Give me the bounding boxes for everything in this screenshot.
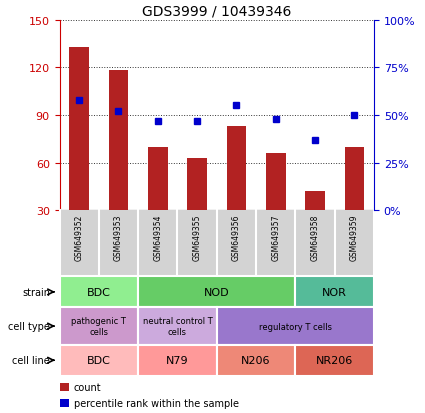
- Bar: [295, 277, 374, 308]
- Text: BDC: BDC: [87, 287, 111, 297]
- Bar: [60, 345, 138, 376]
- Bar: [217, 308, 374, 345]
- Bar: [148, 147, 167, 211]
- Text: GSM649354: GSM649354: [153, 214, 162, 260]
- Text: strain: strain: [22, 287, 50, 297]
- Title: GDS3999 / 10439346: GDS3999 / 10439346: [142, 4, 292, 18]
- Text: GSM649353: GSM649353: [114, 214, 123, 260]
- Bar: [217, 345, 295, 376]
- Bar: [295, 345, 374, 376]
- Bar: [187, 158, 207, 211]
- Text: BDC: BDC: [87, 355, 111, 366]
- Text: NOD: NOD: [204, 287, 230, 297]
- Bar: [60, 277, 138, 308]
- Text: GSM649352: GSM649352: [75, 214, 84, 260]
- Text: percentile rank within the sample: percentile rank within the sample: [74, 398, 239, 408]
- Text: GSM649359: GSM649359: [350, 214, 359, 260]
- Text: pathogenic T
cells: pathogenic T cells: [71, 317, 126, 336]
- Bar: [138, 345, 217, 376]
- Bar: [138, 277, 295, 308]
- Text: GSM649358: GSM649358: [311, 214, 320, 260]
- Bar: [60, 399, 69, 407]
- Text: cell type: cell type: [8, 321, 50, 331]
- Bar: [227, 127, 246, 211]
- Bar: [69, 47, 89, 211]
- Text: regulatory T cells: regulatory T cells: [259, 322, 332, 331]
- Text: N79: N79: [166, 355, 189, 366]
- Bar: [60, 308, 138, 345]
- Text: neutral control T
cells: neutral control T cells: [142, 317, 212, 336]
- Bar: [109, 71, 128, 211]
- Bar: [138, 308, 217, 345]
- Text: NR206: NR206: [316, 355, 353, 366]
- Text: GSM649355: GSM649355: [193, 214, 201, 260]
- Text: cell line: cell line: [12, 355, 50, 366]
- Text: GSM649356: GSM649356: [232, 214, 241, 260]
- Text: NOR: NOR: [322, 287, 347, 297]
- Text: N206: N206: [241, 355, 271, 366]
- Text: count: count: [74, 382, 101, 392]
- Bar: [266, 154, 286, 211]
- Bar: [345, 147, 364, 211]
- Bar: [60, 383, 69, 392]
- Bar: [305, 192, 325, 211]
- Text: GSM649357: GSM649357: [271, 214, 280, 260]
